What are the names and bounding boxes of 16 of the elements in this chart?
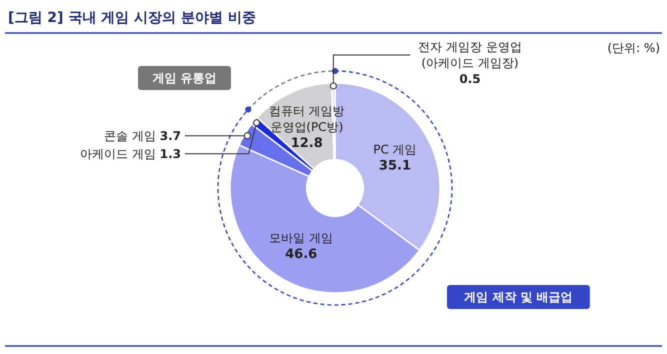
slice-label: 모바일 게임: [269, 231, 334, 246]
chart-title: [그림 2] 국내 게임 시장의 분야별 비중: [8, 10, 256, 26]
data-label: 12.8: [290, 136, 323, 152]
data-label: 3.7: [160, 128, 181, 143]
data-label: 35.1: [378, 158, 412, 174]
text: 게임 제작 및 배급업: [464, 290, 573, 304]
slice-label: 아케이드 게임: [80, 146, 156, 161]
text: 게임 유통업: [152, 71, 217, 85]
text: (단위: %): [607, 41, 660, 55]
slice-label: 콘솔 게임: [104, 128, 156, 143]
data-label: 1.3: [160, 146, 181, 161]
slice-label: PC 게임: [373, 142, 417, 157]
slice-label: 전자 게임장 운영업 (아케이드 게임장): [418, 40, 522, 70]
data-label: 46.6: [285, 247, 318, 262]
data-label: 0.5: [459, 72, 481, 86]
slice-label: 컴퓨터 게임방 운영업(PC방): [268, 104, 345, 134]
